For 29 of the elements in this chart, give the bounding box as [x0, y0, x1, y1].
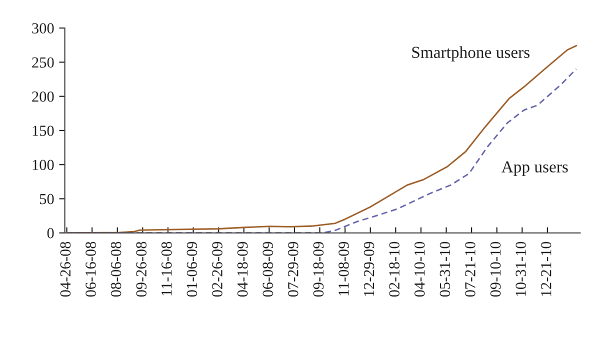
- x-tick-label: 09-10-10: [490, 242, 501, 297]
- x-tick-label: 02-18-10: [389, 242, 400, 297]
- x-tick-label: 04-26-08: [60, 242, 71, 297]
- x-tick-label: 04-10-10: [414, 242, 425, 297]
- y-tick-label: 150: [32, 126, 54, 136]
- x-tick-label: 05-31-10: [440, 242, 450, 297]
- x-tick-label: 08-06-08: [110, 242, 122, 297]
- x-tick-label: 07-29-09: [288, 242, 298, 297]
- x-tick-label: 10-31-10: [516, 242, 526, 296]
- x-tick-label: 06-08-09: [262, 242, 273, 297]
- series-label: App users: [501, 161, 568, 176]
- x-tick-label: 12-29-09: [364, 242, 374, 296]
- x-tick-label: 09-18-09: [313, 242, 324, 297]
- x-tick-label: 12-21-10: [540, 242, 552, 296]
- y-tick-label: 100: [32, 160, 54, 170]
- x-tick-label: 11-08-09: [338, 242, 349, 296]
- y-tick-label: 200: [32, 91, 54, 102]
- x-tick-label: 01-06-09: [186, 242, 198, 297]
- y-tick-label: 50: [40, 194, 54, 204]
- y-tick-label: 0: [47, 228, 54, 238]
- y-tick-label: 300: [32, 23, 54, 34]
- x-tick-label: 06-16-08: [86, 242, 96, 297]
- series-label: Smartphone users: [412, 46, 530, 62]
- x-tick-label: 02-26-09: [212, 242, 222, 297]
- x-tick-label: 11-16-08: [161, 242, 172, 296]
- x-tick-label: 09-26-08: [136, 242, 147, 297]
- y-tick-label: 250: [32, 57, 54, 68]
- x-tick-label: 04-18-09: [237, 242, 248, 297]
- x-tick-label: 07-21-10: [465, 242, 476, 297]
